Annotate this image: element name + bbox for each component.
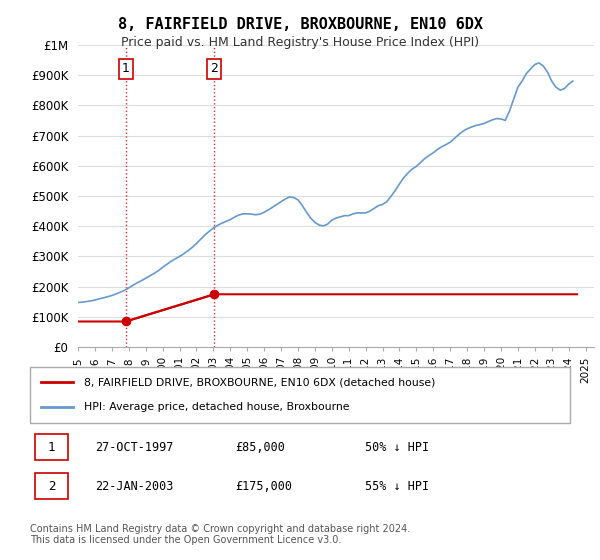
Text: 1: 1 (122, 63, 130, 76)
Text: 50% ↓ HPI: 50% ↓ HPI (365, 441, 429, 454)
Text: Price paid vs. HM Land Registry's House Price Index (HPI): Price paid vs. HM Land Registry's House … (121, 36, 479, 49)
Text: 22-JAN-2003: 22-JAN-2003 (95, 480, 173, 493)
Text: £175,000: £175,000 (235, 480, 292, 493)
Text: 55% ↓ HPI: 55% ↓ HPI (365, 480, 429, 493)
FancyBboxPatch shape (35, 473, 68, 500)
Point (209, 290, 219, 299)
FancyBboxPatch shape (35, 435, 68, 460)
Point (121, 317, 131, 326)
Point (209, 290, 219, 299)
Text: 2: 2 (48, 480, 55, 493)
FancyBboxPatch shape (30, 367, 570, 423)
Text: 2: 2 (211, 63, 218, 76)
Text: 8, FAIRFIELD DRIVE, BROXBOURNE, EN10 6DX (detached house): 8, FAIRFIELD DRIVE, BROXBOURNE, EN10 6DX… (84, 377, 436, 388)
Text: 8, FAIRFIELD DRIVE, BROXBOURNE, EN10 6DX: 8, FAIRFIELD DRIVE, BROXBOURNE, EN10 6DX (118, 17, 482, 32)
Text: HPI: Average price, detached house, Broxbourne: HPI: Average price, detached house, Brox… (84, 402, 349, 412)
Text: £85,000: £85,000 (235, 441, 285, 454)
Point (121, 317, 131, 326)
Text: 1: 1 (48, 441, 55, 454)
Text: Contains HM Land Registry data © Crown copyright and database right 2024.
This d: Contains HM Land Registry data © Crown c… (30, 524, 410, 545)
Text: 27-OCT-1997: 27-OCT-1997 (95, 441, 173, 454)
